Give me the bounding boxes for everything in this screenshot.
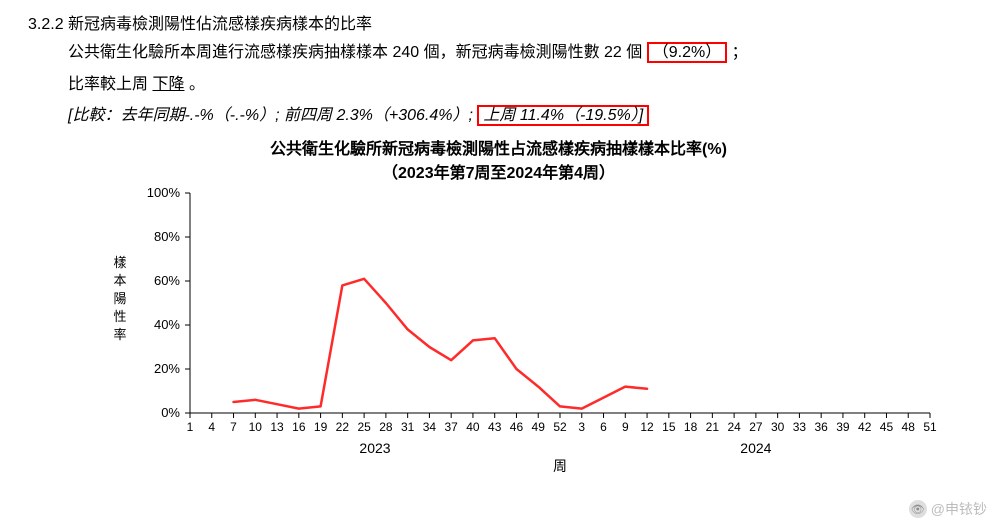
svg-text:24: 24 [727,420,741,434]
svg-text:陽: 陽 [113,291,126,306]
svg-text:36: 36 [814,420,828,434]
svg-text:7: 7 [230,420,237,434]
svg-text:6: 6 [600,420,607,434]
svg-text:20%: 20% [154,361,180,376]
watermark-text: @申铱钞 [931,499,987,519]
svg-text:19: 19 [314,420,328,434]
svg-text:3: 3 [578,420,585,434]
svg-text:本: 本 [113,273,126,288]
svg-text:2023: 2023 [359,440,390,456]
svg-text:28: 28 [379,420,393,434]
watermark: 👁 @申铱钞 [909,499,987,519]
weibo-icon: 👁 [909,500,927,518]
svg-text:42: 42 [858,420,872,434]
svg-text:33: 33 [793,420,807,434]
svg-text:13: 13 [270,420,284,434]
svg-text:9: 9 [622,420,629,434]
svg-text:39: 39 [836,420,850,434]
svg-text:性: 性 [113,309,126,324]
svg-text:1: 1 [187,420,194,434]
svg-text:15: 15 [662,420,676,434]
para2-pre: 比率較上周 [68,76,148,93]
svg-text:21: 21 [706,420,720,434]
svg-text:25: 25 [357,420,371,434]
compare-boxed: 上周 11.4%（-19.5%）] [477,105,649,126]
svg-text:49: 49 [532,420,546,434]
svg-text:22: 22 [336,420,350,434]
section-number: 3.2.2 [28,16,64,33]
svg-text:10: 10 [249,420,263,434]
chart-title-2: （2023年第7周至2024年第4周） [0,159,997,183]
svg-text:100%: 100% [147,185,181,200]
line-chart: 0% 20% 40% 60% 80% 100% 樣本陽性率 14 7 10 13 16 19 22 25 28… [70,183,950,483]
svg-text:0%: 0% [161,405,180,420]
svg-text:43: 43 [488,420,502,434]
svg-text:40%: 40% [154,317,180,332]
svg-text:12: 12 [640,420,654,434]
svg-text:48: 48 [902,420,916,434]
svg-text:27: 27 [749,420,763,434]
para2-underlined: 下降 [152,76,184,93]
svg-text:率: 率 [113,327,126,342]
compare-pre: [比較：去年同期-.-%（-.-%）; 前四周 2.3%（+306.4%）; [68,107,477,124]
svg-text:80%: 80% [154,229,180,244]
para2-post: 。 [189,76,205,93]
svg-text:34: 34 [423,420,437,434]
svg-text:30: 30 [771,420,785,434]
svg-text:40: 40 [466,420,480,434]
para1-pre: 公共衛生化驗所本周進行流感樣疾病抽樣樣本 240 個，新冠病毒檢測陽性數 22 … [68,44,642,61]
chart-title-1: 公共衛生化驗所新冠病毒檢測陽性占流感樣疾病抽樣樣本比率(%) [0,135,997,159]
svg-text:60%: 60% [154,273,180,288]
svg-text:樣: 樣 [113,255,126,270]
svg-text:16: 16 [292,420,306,434]
svg-text:31: 31 [401,420,415,434]
svg-text:2024: 2024 [740,440,771,456]
svg-text:51: 51 [923,420,937,434]
para1-post: ； [732,44,748,61]
svg-text:4: 4 [208,420,215,434]
svg-text:周: 周 [553,458,567,474]
para1-boxed-value: （9.2%） [647,42,727,63]
svg-text:52: 52 [553,420,567,434]
svg-text:46: 46 [510,420,524,434]
chart-container: 0% 20% 40% 60% 80% 100% 樣本陽性率 14 7 10 13 16 19 22 25 28… [70,183,950,503]
svg-text:18: 18 [684,420,698,434]
svg-text:37: 37 [444,420,458,434]
section-title: 新冠病毒檢測陽性佔流感樣疾病樣本的比率 [68,16,372,33]
svg-text:45: 45 [880,420,894,434]
